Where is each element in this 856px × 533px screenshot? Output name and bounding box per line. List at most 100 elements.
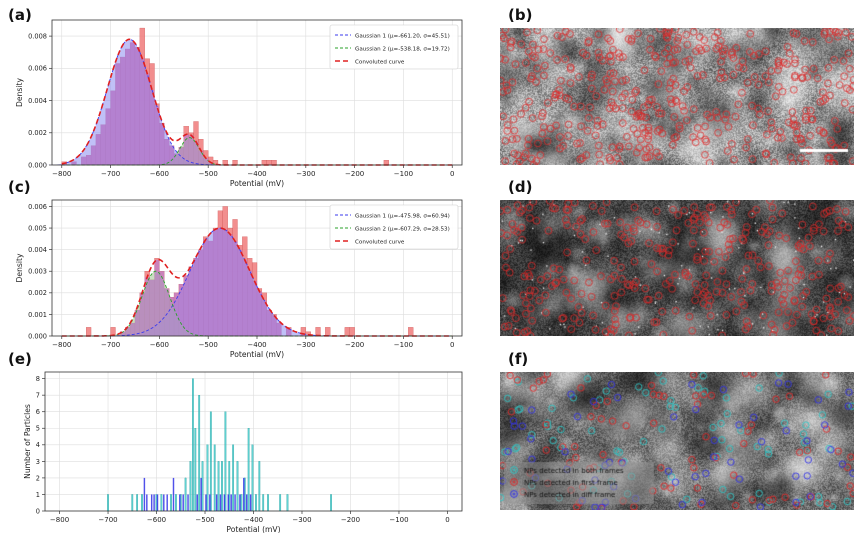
overlap-bar bbox=[183, 275, 189, 336]
x-tick-label: −800 bbox=[52, 341, 71, 349]
y-tick-label: 0.005 bbox=[28, 224, 47, 232]
overlap-bar bbox=[217, 228, 223, 336]
overlap-bar bbox=[203, 239, 209, 336]
blue-bar bbox=[245, 494, 248, 511]
x-tick-label: −100 bbox=[389, 516, 408, 524]
blue-bar bbox=[249, 494, 252, 511]
cyan-bar bbox=[255, 494, 257, 512]
overlap-bar bbox=[276, 323, 282, 336]
blue-bar bbox=[234, 494, 236, 511]
y-tick-label: 7 bbox=[36, 392, 40, 400]
y-tick-label: 0.002 bbox=[28, 289, 47, 297]
cyan-bar bbox=[160, 494, 163, 512]
cyan-bar bbox=[194, 428, 197, 512]
blue-bar bbox=[150, 494, 153, 511]
overlap-bar bbox=[130, 323, 135, 336]
y-tick-label: 0.002 bbox=[28, 129, 47, 137]
cyan-bar bbox=[247, 428, 250, 512]
overlap-bar bbox=[198, 249, 204, 336]
y-tick-label: 5 bbox=[36, 425, 40, 433]
cyan-bar bbox=[232, 444, 235, 512]
blue-bar bbox=[243, 477, 245, 511]
overlap-bar bbox=[286, 328, 292, 336]
x-tick-label: −700 bbox=[101, 341, 120, 349]
blue-bar bbox=[143, 477, 146, 511]
blue-bar bbox=[239, 494, 241, 511]
overlap-bar bbox=[208, 162, 214, 165]
y-tick-label: 0.003 bbox=[28, 268, 47, 276]
overlap-bar bbox=[261, 300, 267, 336]
overlap-bar bbox=[252, 281, 257, 336]
cyan-bar bbox=[330, 494, 332, 512]
y-tick-label: 8 bbox=[36, 375, 40, 383]
overlap-bar bbox=[71, 161, 77, 165]
overlap-bar bbox=[169, 297, 175, 336]
cyan-bar bbox=[175, 494, 177, 512]
legend-label: Gaussian 1 (μ=-475.98, σ=60.94) bbox=[355, 213, 450, 219]
overlap-bar bbox=[213, 229, 218, 336]
y-tick-label: 0.000 bbox=[28, 161, 47, 169]
overlap-bar bbox=[105, 108, 111, 165]
y-axis-label: Number of Particles bbox=[23, 404, 32, 479]
y-tick-label: 0.001 bbox=[28, 311, 47, 319]
overlap-bar bbox=[144, 277, 150, 336]
overlap-bar bbox=[198, 150, 204, 165]
micrograph-f bbox=[500, 372, 854, 510]
histogram-bar bbox=[325, 327, 331, 337]
legend-label: Convoluted curve bbox=[355, 239, 405, 245]
cyan-bar bbox=[192, 378, 194, 512]
cyan-bar bbox=[170, 494, 172, 512]
overlap-bar bbox=[149, 89, 155, 165]
cyan-bar bbox=[279, 494, 282, 512]
x-tick-label: −700 bbox=[98, 516, 117, 524]
histogram-bar bbox=[86, 327, 92, 337]
blue-bar bbox=[196, 494, 198, 511]
micrograph-b-canvas bbox=[500, 28, 854, 165]
blue-bar bbox=[205, 494, 207, 511]
x-tick-label: −500 bbox=[199, 341, 218, 349]
x-tick-label: 0 bbox=[450, 170, 454, 178]
overlap-bar bbox=[232, 241, 238, 336]
cyan-bar bbox=[213, 444, 216, 512]
legend-label: Gaussian 1 (μ=-661.20, σ=45.51) bbox=[355, 33, 450, 39]
overlap-bar bbox=[271, 315, 277, 336]
cyan-bar bbox=[189, 461, 192, 512]
y-tick-label: 0.004 bbox=[28, 97, 47, 105]
cyan-bar bbox=[221, 461, 223, 512]
overlap-bar bbox=[86, 155, 92, 165]
micrograph-b bbox=[500, 28, 854, 165]
overlap-bar bbox=[193, 141, 199, 165]
overlap-bar bbox=[154, 259, 160, 336]
x-tick-label: 0 bbox=[445, 516, 449, 524]
y-tick-label: 0.006 bbox=[28, 65, 47, 73]
y-tick-label: 0 bbox=[36, 507, 40, 515]
blue-bar bbox=[146, 494, 148, 511]
x-tick-label: −800 bbox=[52, 170, 71, 178]
overlap-bar bbox=[178, 284, 184, 336]
cyan-bar bbox=[198, 395, 201, 512]
y-tick-label: 2 bbox=[36, 474, 40, 482]
overlap-bar bbox=[125, 327, 131, 336]
cyan-bar bbox=[217, 461, 220, 512]
panel-letter-d: (d) bbox=[508, 178, 533, 196]
blue-bar bbox=[219, 494, 222, 511]
overlap-bar bbox=[130, 42, 135, 165]
overlap-bar bbox=[134, 310, 140, 336]
x-tick-label: −700 bbox=[101, 170, 120, 178]
cyan-bar bbox=[107, 494, 109, 512]
x-tick-label: −500 bbox=[199, 170, 218, 178]
x-tick-label: −500 bbox=[195, 516, 214, 524]
x-tick-label: −400 bbox=[244, 516, 263, 524]
x-axis-label: Potential (mV) bbox=[230, 179, 284, 188]
x-tick-label: −300 bbox=[296, 341, 315, 349]
cyan-bar bbox=[184, 477, 187, 512]
blue-bar bbox=[187, 494, 189, 511]
panel-letter-b: (b) bbox=[508, 6, 533, 24]
panel-letter-a: (a) bbox=[8, 6, 32, 24]
blue-bar bbox=[200, 477, 202, 511]
blue-bar bbox=[215, 494, 218, 511]
blue-bar bbox=[223, 494, 226, 511]
legend-box bbox=[329, 204, 459, 250]
x-tick-label: −300 bbox=[292, 516, 311, 524]
chart-e: −800 −700 −600 −500 −400 −300 −200 −100 0 0 1 2 3 4 5 6… bbox=[23, 371, 463, 533]
